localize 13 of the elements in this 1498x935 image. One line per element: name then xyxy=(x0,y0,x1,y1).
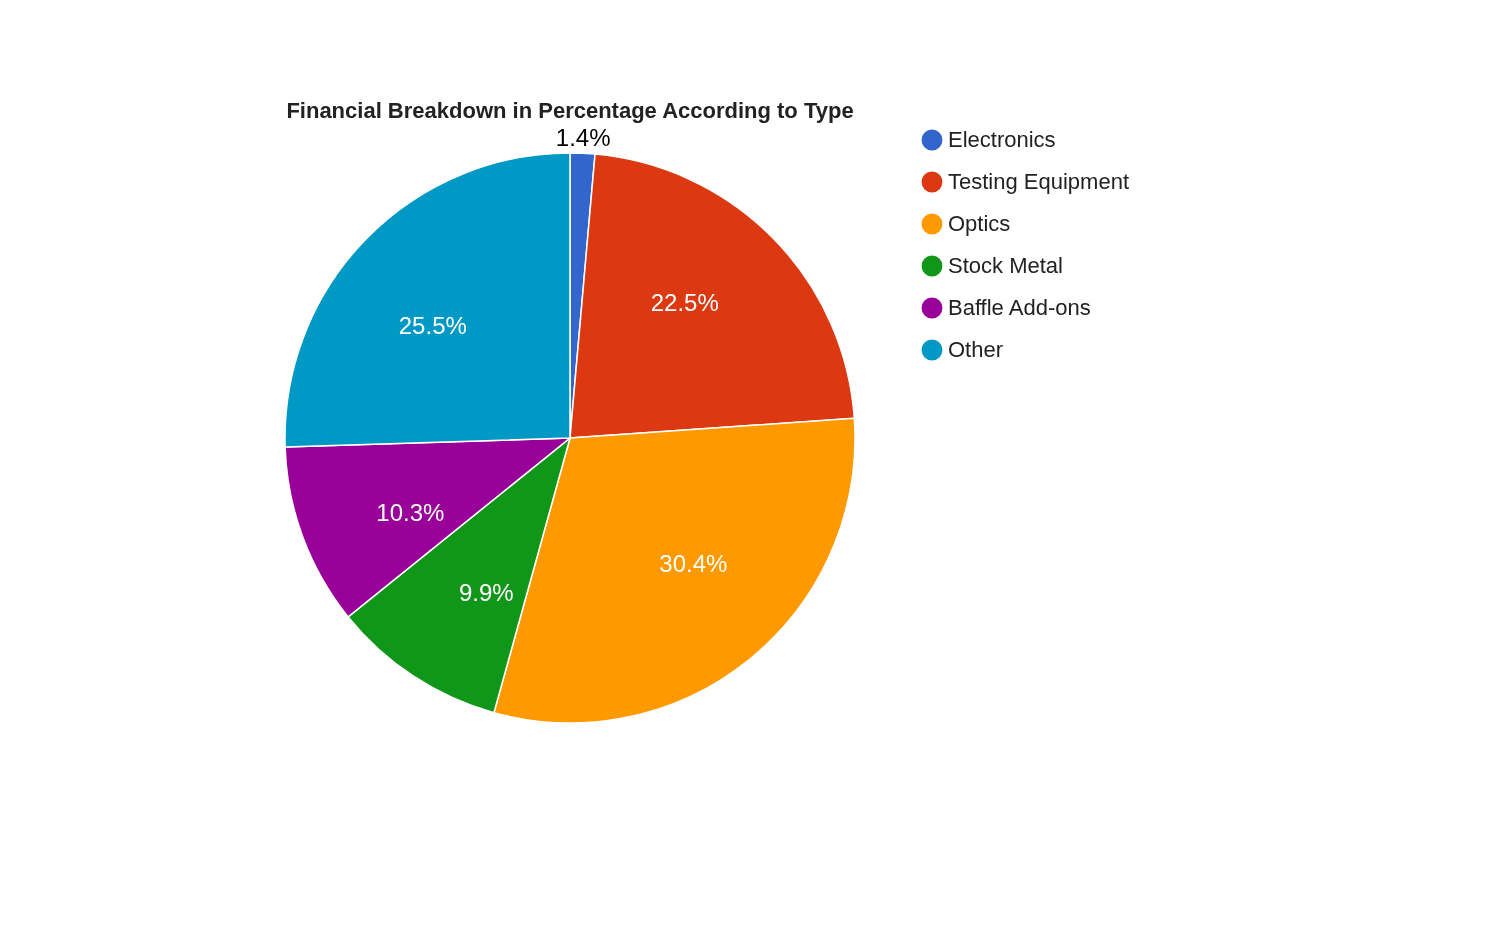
legend-label: Stock Metal xyxy=(948,253,1063,278)
data-label: 10.3% xyxy=(376,498,445,526)
data-label: 1.4% xyxy=(555,124,611,152)
legend-label: Testing Equipment xyxy=(948,169,1129,194)
legend-label: Baffle Add-ons xyxy=(948,295,1091,320)
chart-title: Financial Breakdown in Percentage According to Type xyxy=(286,98,854,124)
data-label: 9.9% xyxy=(458,578,514,606)
data-label: 22.5% xyxy=(650,288,719,316)
legend-label: Optics xyxy=(948,211,1011,236)
legend-label: Electronics xyxy=(948,127,1056,152)
legend-label: Other xyxy=(948,337,1004,362)
data-label: 25.5% xyxy=(398,311,467,339)
data-label: 30.4% xyxy=(659,549,728,577)
